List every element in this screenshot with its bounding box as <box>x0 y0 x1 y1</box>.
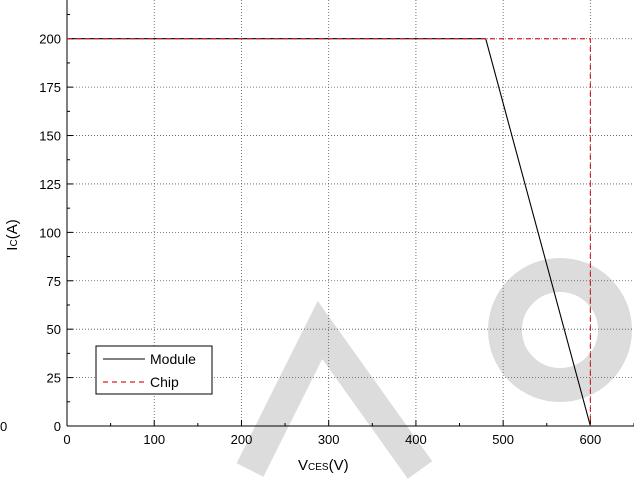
x-tick-label: 500 <box>492 432 514 447</box>
x-tick-label: 300 <box>318 432 340 447</box>
watermark <box>236 258 632 479</box>
legend-label-module: Module <box>150 351 196 367</box>
y-tick-label: 25 <box>47 371 61 386</box>
y-axis-label: IC(A) <box>4 219 21 250</box>
axis-ticks <box>66 14 634 427</box>
y-tick-label: 150 <box>39 129 61 144</box>
x-tick-label: 400 <box>405 432 427 447</box>
stray-tick-label: 0 <box>0 419 7 434</box>
plot-frame <box>66 0 634 427</box>
legend-label-chip: Chip <box>150 374 179 390</box>
x-axis-label: VCES(V) <box>298 457 349 474</box>
y-tick-label: 75 <box>47 274 61 289</box>
x-tick-label: 0 <box>63 432 70 447</box>
y-tick-label: 50 <box>47 322 61 337</box>
legend: Module Chip <box>95 345 213 395</box>
legend-box <box>95 345 213 395</box>
y-tick-label: 125 <box>39 177 61 192</box>
x-tick-label: 600 <box>580 432 602 447</box>
tick-labels: 0 100 200 300 400 500 600 0 25 50 75 100 125 150 175 20… <box>39 32 601 447</box>
x-tick-label: 100 <box>143 432 165 447</box>
y-tick-label: 0 <box>54 419 61 434</box>
series-line-chip <box>67 38 591 426</box>
y-tick-label: 100 <box>39 225 61 240</box>
series-group <box>67 38 591 427</box>
x-tick-label: 200 <box>231 432 253 447</box>
y-tick-label: 200 <box>39 32 61 47</box>
y-tick-label: 175 <box>39 80 61 95</box>
